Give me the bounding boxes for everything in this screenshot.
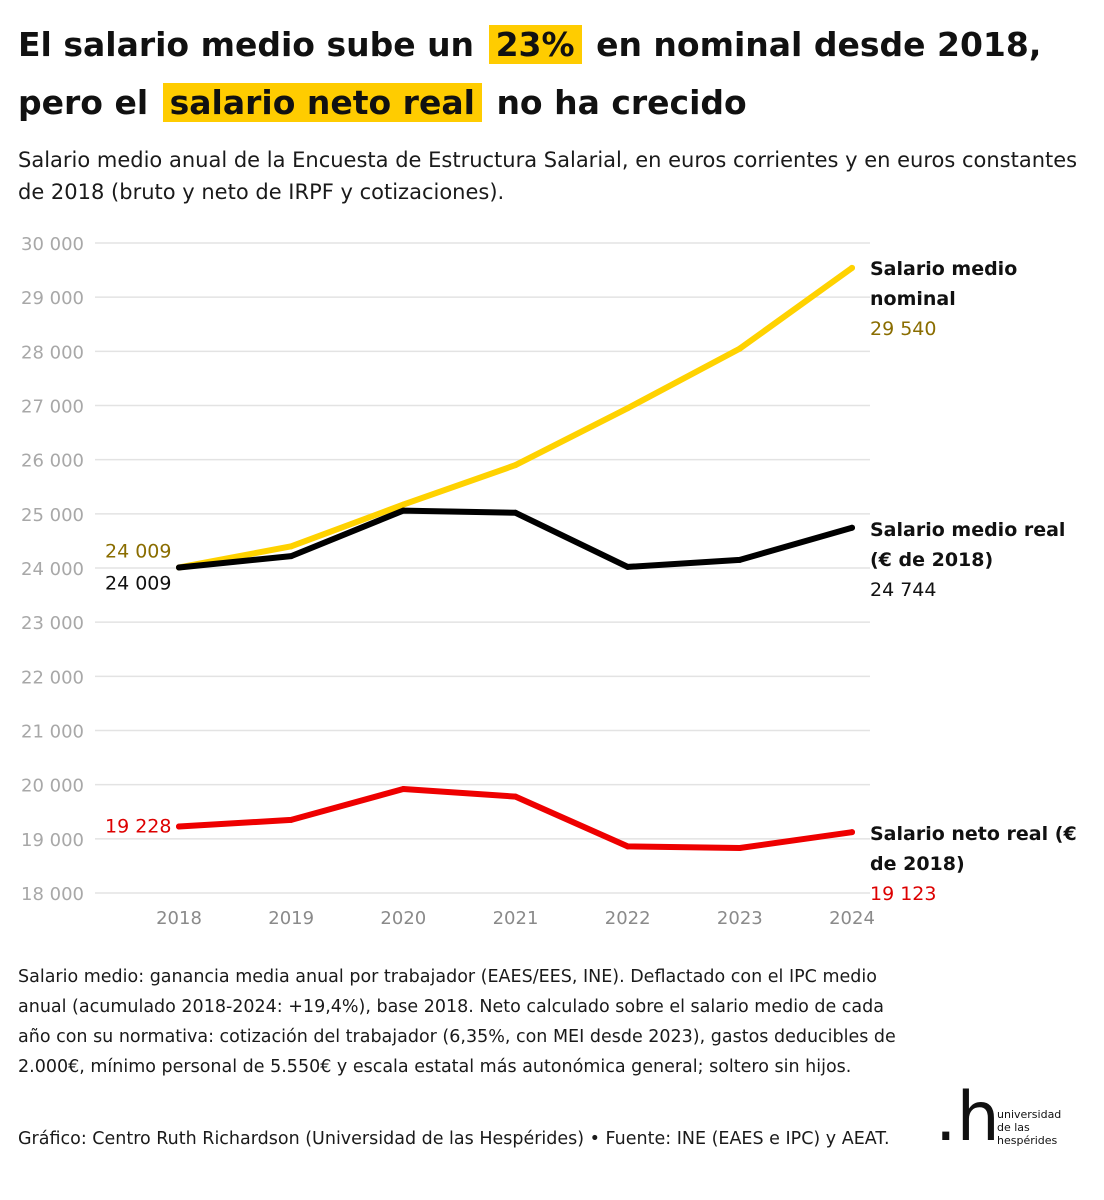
series-name-label-neto: de 2018) xyxy=(870,853,965,875)
logo-line-1: universidad xyxy=(997,1108,1062,1121)
data-point-real xyxy=(736,556,743,563)
start-value-label-neto: 19 228 xyxy=(105,815,171,837)
data-point-nominal xyxy=(512,462,519,469)
y-tick-label: 20 000 xyxy=(21,776,84,797)
y-tick-label: 28 000 xyxy=(21,342,84,363)
logo-line-2: de las xyxy=(997,1121,1030,1134)
y-tick-label: 27 000 xyxy=(21,397,84,418)
title-part-3: pero el xyxy=(18,83,149,122)
x-tick-label: 2022 xyxy=(605,908,651,929)
data-point-real xyxy=(176,564,182,571)
x-tick-label: 2023 xyxy=(717,908,763,929)
data-point-neto xyxy=(736,845,743,852)
data-point-nominal xyxy=(400,501,407,508)
data-point-real xyxy=(400,507,407,514)
data-point-nominal xyxy=(288,543,295,550)
series-name-label-real: (€ de 2018) xyxy=(870,549,993,571)
data-point-neto xyxy=(849,829,855,836)
start-value-label-nominal: 24 009 xyxy=(105,541,171,563)
title-highlight-23: 23% xyxy=(488,25,582,64)
data-point-real xyxy=(288,553,295,560)
data-point-nominal xyxy=(736,345,743,352)
chart-title: El salario medio sube un 23% en nominal … xyxy=(18,16,1088,132)
y-tick-label: 25 000 xyxy=(21,505,84,526)
end-value-label-neto: 19 123 xyxy=(870,883,936,905)
y-tick-label: 24 000 xyxy=(21,559,84,580)
data-point-neto xyxy=(288,816,295,823)
data-point-neto xyxy=(400,786,407,792)
x-tick-label: 2020 xyxy=(380,908,426,929)
data-point-neto xyxy=(176,823,182,830)
data-point-nominal xyxy=(624,405,631,412)
series-line-nominal xyxy=(176,264,855,571)
y-tick-label: 23 000 xyxy=(21,613,84,634)
y-tick-label: 18 000 xyxy=(21,884,84,905)
title-part-2: en nominal desde 2018, xyxy=(596,25,1042,64)
line-chart: 18 000 19 000 20 000 21 000 22 000 23 000 24 0… xyxy=(21,234,1077,929)
start-value-label-real: 24 009 xyxy=(105,573,171,595)
source-credit: Gráfico: Centro Ruth Richardson (Univers… xyxy=(18,1129,890,1149)
data-point-neto xyxy=(624,843,631,850)
label-layer: 24 009 24 009 19 228 Salario medio nominal 29… xyxy=(105,258,1077,905)
x-tick-label: 2024 xyxy=(829,908,875,929)
y-tick-label: 30 000 xyxy=(21,234,84,255)
data-point-real xyxy=(849,524,855,531)
y-axis: 18 000 19 000 20 000 21 000 22 000 23 000 24 0… xyxy=(21,234,84,905)
data-point-neto xyxy=(512,793,519,800)
y-tick-label: 21 000 xyxy=(21,722,84,743)
university-logo: .h universidad de las hespérides xyxy=(935,1084,1095,1154)
x-tick-label: 2021 xyxy=(493,908,539,929)
grid-layer xyxy=(95,242,870,894)
series-name-label-nominal: Salario medio xyxy=(870,258,1017,280)
title-part-4: no ha crecido xyxy=(496,83,747,122)
logo-text: universidad de las hespérides xyxy=(997,1108,1097,1147)
series-name-label-nominal: nominal xyxy=(870,288,956,310)
x-axis: 2018 2019 2020 2021 2022 2023 2024 xyxy=(156,908,875,929)
data-point-real xyxy=(624,563,631,570)
end-value-label-real: 24 744 xyxy=(870,579,936,601)
data-point-nominal xyxy=(849,264,855,271)
y-tick-label: 19 000 xyxy=(21,830,84,851)
series-layer xyxy=(176,264,855,852)
logo-line-3: hespérides xyxy=(997,1134,1058,1147)
y-tick-label: 29 000 xyxy=(21,288,84,309)
logo-mark-icon: .h xyxy=(935,1078,1000,1157)
methodology-note: Salario medio: ganancia media anual por … xyxy=(18,967,896,1077)
series-name-label-neto: Salario neto real (€ xyxy=(870,823,1077,845)
series-line-real xyxy=(176,507,855,571)
x-tick-label: 2018 xyxy=(156,908,202,929)
title-part-1: El salario medio sube un xyxy=(18,25,475,64)
y-tick-label: 22 000 xyxy=(21,667,84,688)
end-value-label-nominal: 29 540 xyxy=(870,318,936,340)
y-tick-label: 26 000 xyxy=(21,451,84,472)
data-point-real xyxy=(512,509,519,516)
title-highlight-neto: salario neto real xyxy=(162,83,482,122)
series-name-label-real: Salario medio real xyxy=(870,519,1065,541)
chart-subtitle: Salario medio anual de la Encuesta de Es… xyxy=(18,148,1078,204)
x-tick-label: 2019 xyxy=(268,908,314,929)
